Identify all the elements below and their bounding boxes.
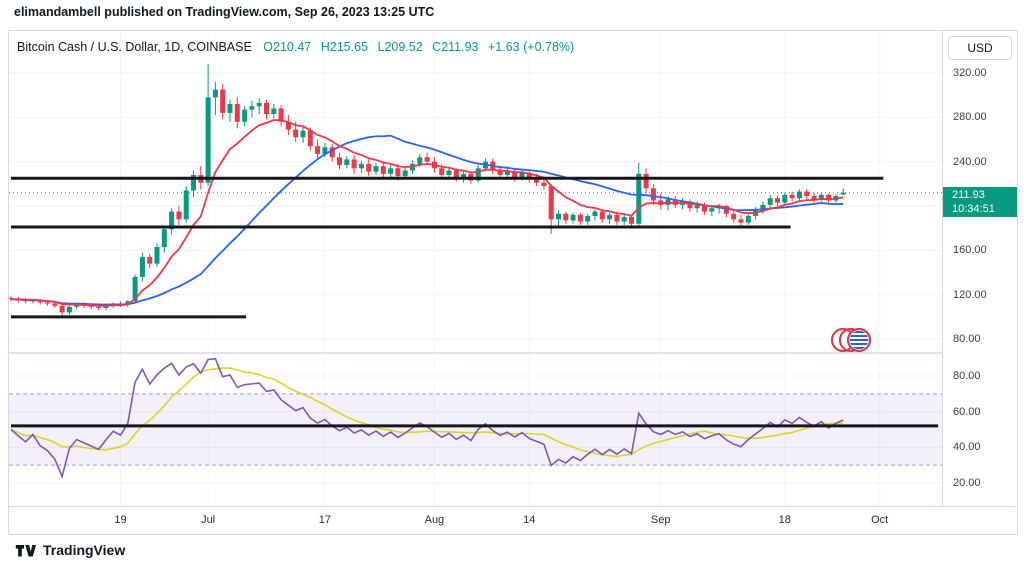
rsi-scale-label: 60.00 bbox=[953, 405, 981, 418]
price-scale[interactable]: USD 320.00 280.00 240.00 160.00 120.00 80.00 8… bbox=[942, 31, 1017, 506]
time-axis-label: Oct bbox=[871, 514, 889, 526]
ohlc-low: L209.52 bbox=[377, 40, 423, 54]
price-scale-label: 120.00 bbox=[953, 288, 987, 301]
time-axis-label: Aug bbox=[424, 514, 445, 526]
price-scale-label: 240.00 bbox=[953, 155, 987, 168]
time-axis-label: 14 bbox=[523, 514, 536, 526]
trendline-drawings[interactable] bbox=[11, 176, 939, 428]
ohlc-open: O210.47 bbox=[263, 40, 312, 54]
time-axis-label: 17 bbox=[318, 514, 332, 526]
last-price-value: 211.93 bbox=[952, 188, 985, 201]
price-scale-label: 320.00 bbox=[953, 67, 987, 79]
time-axis[interactable]: 19 Jul 17 Aug 14 Sep 18 Oct bbox=[9, 506, 1015, 534]
ohlc-high: H215.65 bbox=[320, 40, 369, 54]
chart-legend: Bitcoin Cash / U.S. Dollar, 1D, COINBASE… bbox=[17, 40, 580, 54]
price-scale-label: 80.00 bbox=[953, 333, 981, 345]
time-axis-label: Sep bbox=[650, 514, 671, 526]
price-scale-label: 280.00 bbox=[953, 111, 987, 124]
time-axis-label: 18 bbox=[778, 514, 791, 526]
currency-toggle-button[interactable]: USD bbox=[948, 36, 1012, 60]
ohlc-close: C211.93 bbox=[432, 40, 479, 54]
rsi-scale-label: 40.00 bbox=[953, 441, 981, 454]
publish-header: elimandambell published on TradingView.c… bbox=[14, 5, 435, 19]
publisher-watermark bbox=[830, 327, 872, 353]
candlestick-series bbox=[9, 64, 846, 317]
price-chart[interactable] bbox=[9, 31, 942, 506]
time-axis-label: Jul bbox=[201, 514, 216, 526]
rsi-scale-label: 20.00 bbox=[953, 477, 981, 489]
bar-countdown: 10:34:51 bbox=[952, 202, 995, 215]
tradingview-brand[interactable]: TradingView bbox=[43, 542, 126, 558]
rsi-scale-label: 80.00 bbox=[953, 370, 981, 382]
last-price-badge: 211.93 10:34:51 bbox=[943, 186, 1017, 217]
tradingview-logo-icon[interactable] bbox=[14, 543, 36, 558]
symbol-title[interactable]: Bitcoin Cash / U.S. Dollar, 1D, COINBASE bbox=[17, 40, 252, 54]
price-scale-label: 160.00 bbox=[953, 244, 987, 257]
ohlc-change: +1.63 (+0.78%) bbox=[488, 40, 575, 54]
rsi-ma-line bbox=[10, 367, 844, 458]
fast-ma-line bbox=[10, 119, 844, 307]
time-axis-label: 19 bbox=[114, 514, 127, 526]
footer: TradingView bbox=[14, 542, 125, 558]
chart-frame: Bitcoin Cash / U.S. Dollar, 1D, COINBASE… bbox=[8, 30, 1018, 535]
